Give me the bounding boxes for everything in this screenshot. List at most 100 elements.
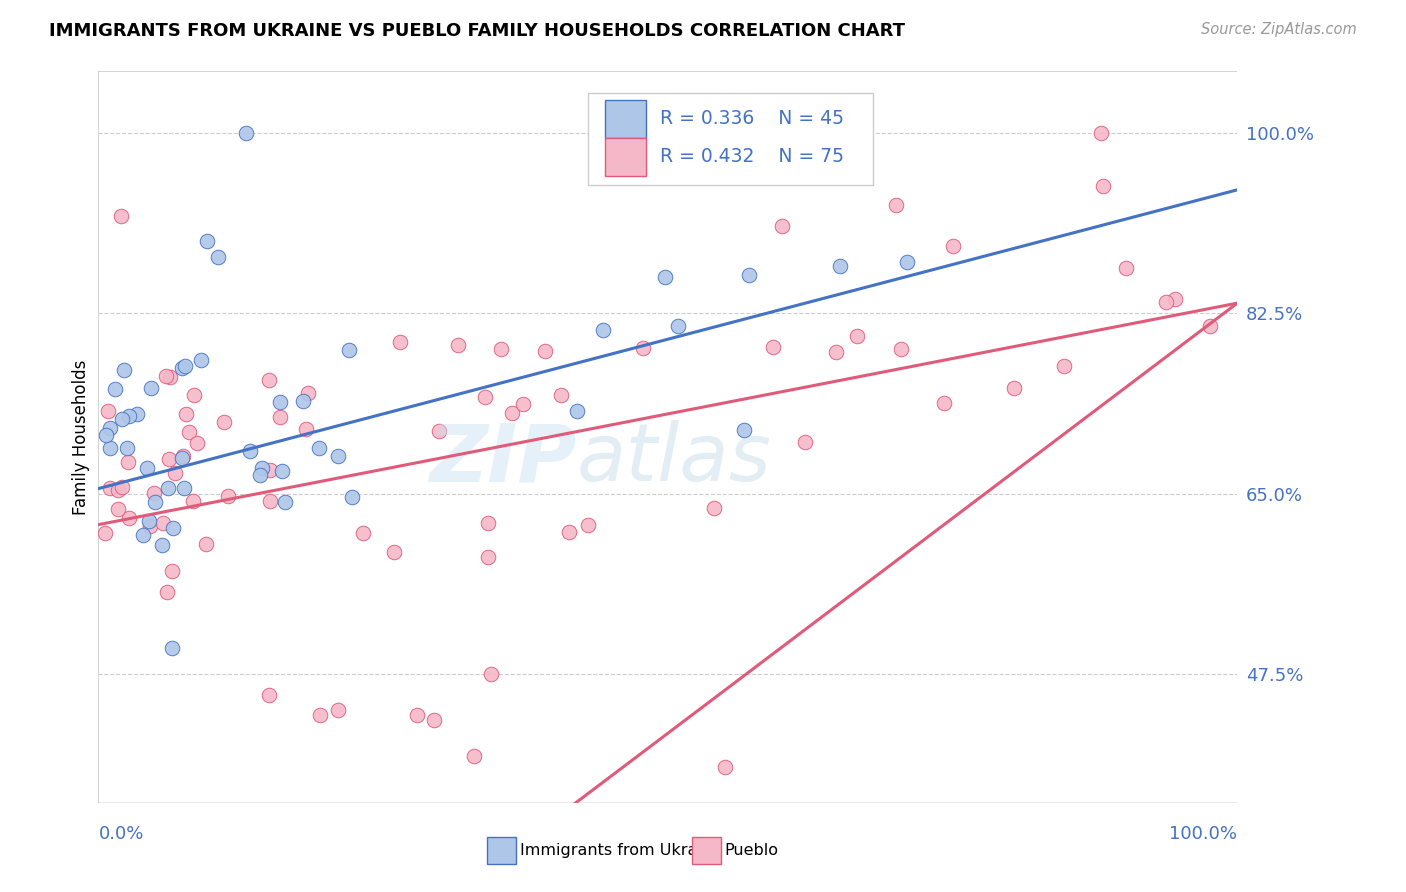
Point	[162, 521, 184, 535]
Point	[138, 514, 160, 528]
Point	[177, 425, 200, 439]
Point	[273, 495, 295, 509]
Point	[118, 409, 141, 424]
Point	[157, 451, 180, 466]
Point	[143, 485, 166, 500]
Point	[257, 373, 280, 387]
Point	[165, 466, 187, 480]
Point	[592, 323, 614, 337]
Point	[738, 268, 761, 282]
Point	[631, 342, 654, 356]
Point	[733, 423, 755, 437]
Point	[186, 436, 208, 450]
Point	[94, 525, 117, 540]
Point	[501, 407, 523, 421]
Point	[157, 481, 180, 495]
Point	[170, 361, 193, 376]
Point	[463, 749, 485, 764]
Point	[328, 449, 350, 463]
Point	[97, 404, 120, 418]
Point	[558, 524, 581, 539]
Point	[793, 435, 815, 450]
Point	[250, 461, 273, 475]
Point	[183, 388, 205, 402]
Point	[271, 464, 294, 478]
Point	[308, 442, 330, 456]
FancyBboxPatch shape	[486, 838, 516, 863]
Point	[98, 441, 121, 455]
Point	[489, 343, 512, 357]
Point	[576, 517, 599, 532]
Point	[269, 395, 291, 409]
Point	[297, 386, 319, 401]
Point	[176, 407, 198, 421]
Point	[207, 250, 229, 264]
Point	[259, 688, 281, 702]
Point	[172, 449, 194, 463]
Point	[477, 516, 499, 531]
Point	[703, 501, 725, 516]
Point	[139, 381, 162, 395]
Point	[155, 368, 177, 383]
Point	[389, 334, 412, 349]
Point	[173, 481, 195, 495]
Point	[98, 481, 121, 495]
Point	[214, 415, 236, 429]
Point	[534, 344, 557, 359]
Point	[259, 462, 281, 476]
Point	[162, 641, 184, 656]
Point	[174, 359, 197, 374]
Point	[429, 425, 451, 439]
Text: R = 0.336    N = 45: R = 0.336 N = 45	[659, 110, 844, 128]
FancyBboxPatch shape	[605, 100, 647, 138]
Text: 100.0%: 100.0%	[1170, 825, 1237, 844]
Text: ZIP: ZIP	[429, 420, 576, 498]
Point	[217, 489, 239, 503]
Point	[292, 394, 315, 409]
Point	[112, 363, 135, 377]
Y-axis label: Family Households: Family Households	[72, 359, 90, 515]
Point	[159, 369, 181, 384]
Point	[118, 511, 141, 525]
Point	[111, 480, 134, 494]
Point	[845, 328, 868, 343]
Point	[269, 410, 291, 425]
Text: atlas: atlas	[576, 420, 772, 498]
Point	[406, 708, 429, 723]
Point	[762, 339, 785, 353]
Point	[145, 494, 167, 508]
Point	[1115, 260, 1137, 275]
Point	[932, 395, 955, 409]
Point	[479, 667, 502, 681]
Point	[135, 461, 157, 475]
FancyBboxPatch shape	[605, 138, 647, 176]
Point	[423, 714, 446, 728]
Point	[942, 239, 965, 253]
Point	[1154, 295, 1177, 310]
Point	[512, 397, 534, 411]
Point	[477, 549, 499, 564]
Point	[1052, 359, 1074, 373]
Point	[132, 528, 155, 542]
Text: Source: ZipAtlas.com: Source: ZipAtlas.com	[1201, 22, 1357, 37]
Point	[115, 442, 138, 456]
Point	[195, 235, 218, 249]
Point	[340, 491, 363, 505]
Point	[107, 483, 129, 497]
Point	[474, 390, 496, 404]
FancyBboxPatch shape	[692, 838, 721, 863]
Point	[1164, 293, 1187, 307]
Point	[295, 422, 318, 436]
Point	[117, 455, 139, 469]
Point	[326, 703, 349, 717]
Point	[896, 255, 918, 269]
Text: IMMIGRANTS FROM UKRAINE VS PUEBLO FAMILY HOUSEHOLDS CORRELATION CHART: IMMIGRANTS FROM UKRAINE VS PUEBLO FAMILY…	[49, 22, 905, 40]
Point	[654, 269, 676, 284]
Point	[98, 420, 121, 434]
Point	[195, 537, 218, 551]
Point	[352, 525, 374, 540]
Point	[110, 209, 132, 223]
Point	[156, 584, 179, 599]
Point	[884, 198, 907, 212]
Point	[1091, 179, 1114, 194]
